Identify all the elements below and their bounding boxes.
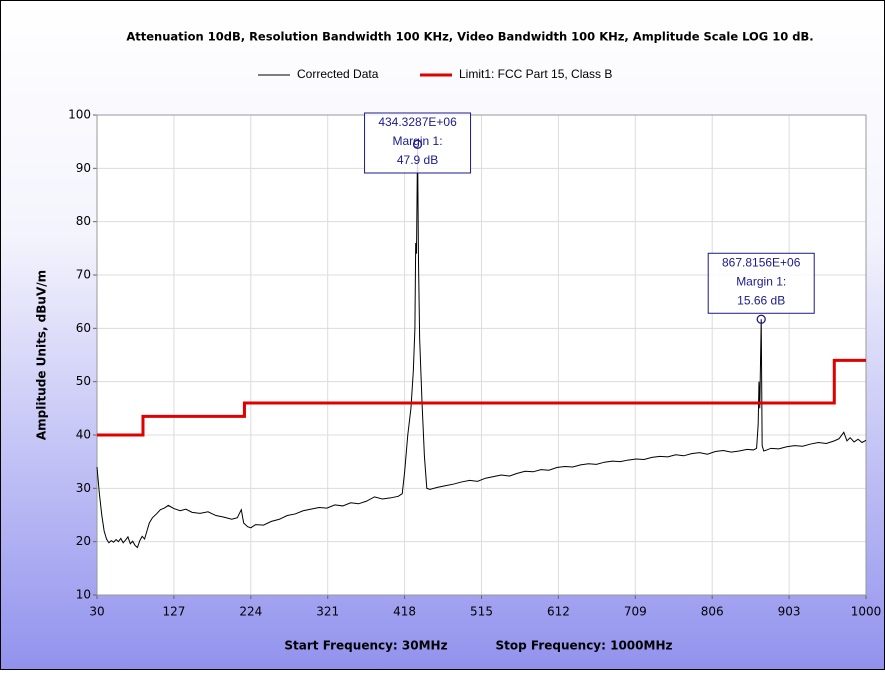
y-tick-label: 80 [76, 214, 91, 228]
annotation-box [707, 252, 815, 314]
x-tick-label: 1000 [851, 605, 882, 619]
x-tick-label: 903 [778, 605, 801, 619]
y-tick-label: 100 [68, 108, 91, 122]
annotation-text: Margin 1: [393, 134, 443, 148]
x-tick-label: 321 [316, 605, 339, 619]
y-tick-label: 90 [76, 161, 91, 175]
x-tick-label: 612 [547, 605, 570, 619]
y-tick-label: 20 [76, 534, 91, 548]
annotation-text: 867.8156E+06 [722, 255, 801, 269]
annotation-text: 15.66 dB [737, 293, 785, 307]
legend-label: Corrected Data [297, 67, 379, 81]
limit-line [97, 358, 866, 437]
y-tick-label: 10 [76, 588, 91, 602]
x-tick-label: 418 [393, 605, 416, 619]
peak-marker [756, 314, 766, 324]
annotation-text: 47.9 dB [397, 153, 438, 167]
annotation-box [364, 112, 472, 174]
legend-label: Limit1: FCC Part 15, Class B [459, 67, 612, 81]
x-tick-label: 127 [162, 605, 185, 619]
y-tick-label: 30 [76, 481, 91, 495]
x-tick-label: 224 [239, 605, 262, 619]
footer-stop: Stop Frequency: 1000MHz [496, 639, 673, 653]
y-tick-label: 60 [76, 321, 91, 335]
y-tick-label: 40 [76, 428, 91, 442]
y-tick-label: 50 [76, 374, 91, 388]
x-tick-label: 515 [470, 605, 493, 619]
x-tick-label: 806 [701, 605, 724, 619]
y-axis-label: Amplitude Units, dBuV/m [35, 270, 49, 440]
x-tick-label: 30 [89, 605, 104, 619]
chart-title: Attenuation 10dB, Resolution Bandwidth 1… [126, 30, 813, 44]
x-tick-label: 709 [624, 605, 647, 619]
data-line [96, 144, 867, 549]
annotation-text: 434.3287E+06 [378, 115, 457, 129]
footer-start: Start Frequency: 30MHz [284, 639, 447, 653]
y-tick-label: 70 [76, 268, 91, 282]
annotation-text: Margin 1: [736, 274, 786, 288]
peak-marker [412, 139, 423, 149]
plot-border [96, 114, 867, 596]
